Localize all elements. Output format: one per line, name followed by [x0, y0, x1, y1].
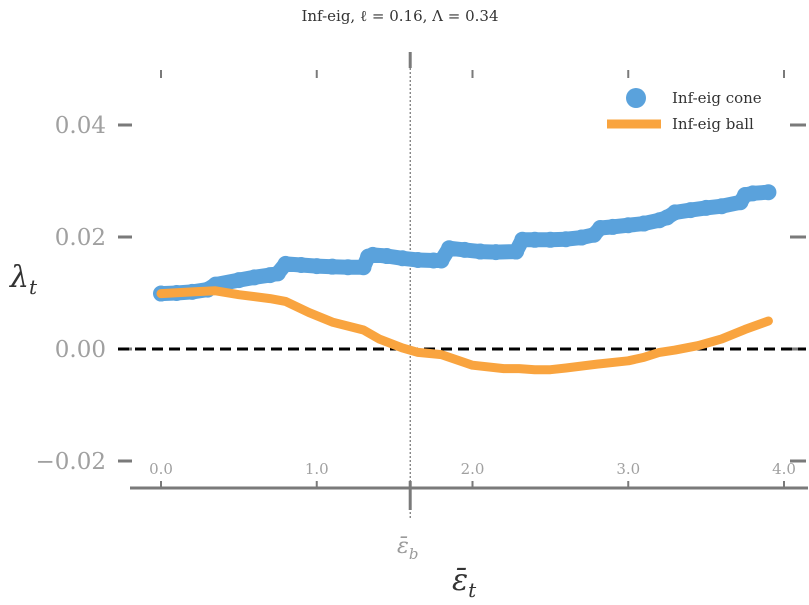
data-point-inf-eig-cone: [760, 184, 777, 201]
data-point-inf-eig-cone: [293, 257, 310, 273]
data-point-inf-eig-cone: [526, 231, 543, 248]
data-point-inf-eig-cone: [487, 244, 504, 261]
data-point-inf-eig-cone: [456, 241, 473, 258]
data-point-inf-eig-cone: [713, 198, 730, 215]
data-point-inf-eig-cone: [433, 252, 450, 269]
x-tick-label: 4.0: [772, 460, 796, 478]
data-point-inf-eig-cone: [508, 243, 525, 260]
plot-area: 0.0 1.0 2.0 3.0 4.0 −0.02 0.00 0.02 0.04: [36, 52, 808, 518]
data-point-inf-eig-cone: [592, 220, 609, 237]
x-axis-label: ε̄t: [452, 563, 477, 602]
legend-marker-inf-eig-cone: [626, 88, 646, 108]
data-point-inf-eig-cone: [324, 258, 341, 275]
y-tick-label: 0.04: [55, 113, 106, 139]
data-point-inf-eig-cone: [514, 231, 531, 248]
data-point-inf-eig-cone: [682, 202, 699, 219]
data-point-inf-eig-cone: [441, 240, 458, 257]
data-point-inf-eig-cone: [542, 231, 559, 248]
data-point-inf-eig-cone: [378, 248, 395, 265]
data-point-inf-eig-cone: [246, 269, 263, 286]
y-tick-label: −0.02: [36, 449, 106, 475]
data-point-inf-eig-cone: [409, 251, 426, 268]
series-line-inf-eig-ball: [156, 286, 773, 375]
data-point-inf-eig-cone: [635, 215, 652, 232]
data-point-inf-eig-cone: [308, 258, 325, 275]
epsilon-b-annotation: ε̄b: [397, 534, 418, 563]
data-point-inf-eig-cone: [620, 217, 637, 234]
data-point-inf-eig-cone: [277, 255, 294, 272]
legend-label: Inf-eig cone: [672, 89, 762, 107]
legend-label: Inf-eig ball: [672, 115, 754, 133]
data-point-inf-eig-cone: [230, 272, 247, 289]
series-group: [153, 184, 777, 375]
y-tick-label: 0.02: [55, 225, 106, 251]
chart-title: Inf-eig, ℓ = 0.16, Λ = 0.34: [301, 7, 498, 25]
x-tick-label: 1.0: [305, 460, 329, 478]
data-point-inf-eig-cone: [573, 229, 590, 246]
data-point-inf-eig-cone: [472, 243, 489, 260]
data-point-inf-eig-cone: [666, 204, 683, 221]
reference-lines: [118, 52, 806, 518]
legend: Inf-eig cone Inf-eig ball: [607, 88, 762, 133]
y-axis-ticks: −0.02 0.00 0.02 0.04: [36, 113, 806, 475]
x-tick-label: 2.0: [461, 460, 485, 478]
x-tick-label: 3.0: [616, 460, 640, 478]
y-axis-label: λt: [9, 260, 38, 299]
data-point-inf-eig-cone: [364, 246, 381, 263]
data-point-inf-eig-cone: [394, 250, 411, 267]
x-axis-ticks: 0.0 1.0 2.0 3.0 4.0: [149, 70, 796, 488]
x-tick-label: 0.0: [149, 460, 173, 478]
data-point-inf-eig-cone: [744, 185, 761, 202]
data-point-inf-eig-cone: [604, 218, 621, 235]
data-point-inf-eig-cone: [698, 199, 715, 216]
data-point-inf-eig-cone: [557, 231, 574, 248]
y-tick-label: 0.00: [55, 337, 106, 363]
data-point-inf-eig-cone: [339, 259, 356, 276]
